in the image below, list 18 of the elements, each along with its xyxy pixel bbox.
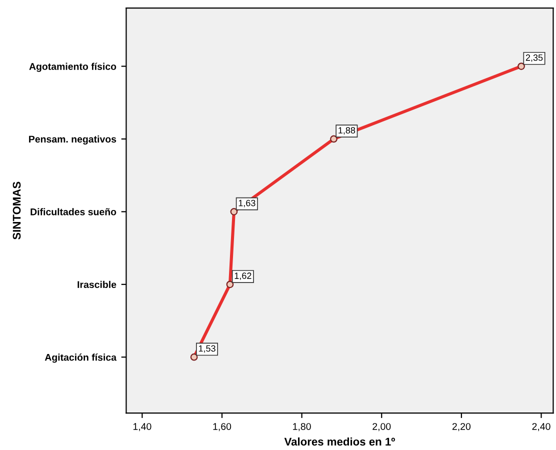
x-tick-label: 2,40 [532, 423, 550, 432]
y-tick-label: Pensam. negativos [29, 135, 116, 145]
data-label: 1,62 [234, 272, 252, 280]
y-axis-title: SINTOMAS [12, 182, 21, 240]
x-axis-title: Valores medios en 1º [284, 437, 395, 446]
data-label: 2,35 [526, 54, 543, 62]
x-tick-label: 2,20 [452, 423, 471, 432]
data-label: 1,88 [338, 127, 356, 135]
data-label: 1,53 [198, 345, 216, 353]
y-tick-label: Irascible [78, 280, 116, 288]
x-tick-label: 1,60 [213, 423, 232, 432]
y-tick-label: Dificultades sueño [30, 208, 116, 216]
data-label: 1,63 [238, 200, 256, 208]
x-tick-label: 2,00 [372, 423, 391, 432]
y-tick-label: Agitación física [44, 354, 117, 363]
y-tick-label: Agotamiento físico [29, 62, 116, 72]
x-tick-label: 1,80 [293, 423, 311, 432]
x-tick-label: 1,40 [133, 423, 152, 432]
